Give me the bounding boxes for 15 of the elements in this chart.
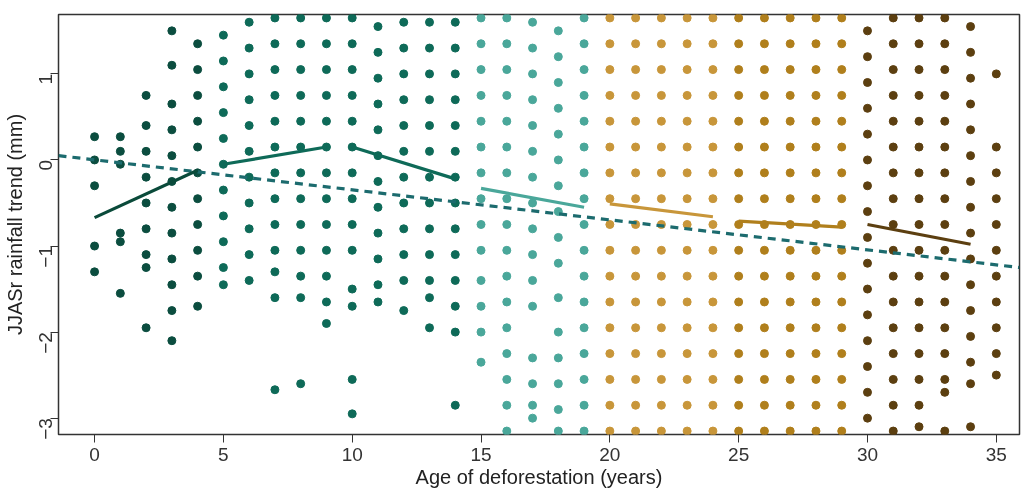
x-tick-label: 20 [599, 443, 621, 465]
y-tick-label: 1 [35, 73, 56, 85]
x-tick-label: 15 [470, 443, 492, 465]
x-tick-label: 0 [89, 443, 100, 465]
y-tick-label: −1 [35, 246, 56, 268]
y-axis-title: JJASr rainfall trend (mm) [3, 113, 26, 336]
x-axis-title: Age of deforestation (years) [415, 465, 663, 488]
y-tick-label: −3 [35, 418, 56, 440]
x-tick-label: 35 [985, 443, 1007, 465]
x-tick-label: 5 [218, 443, 229, 465]
y-tick-label: −2 [35, 332, 56, 354]
y-tick-label: 0 [35, 159, 56, 171]
x-tick-label: 10 [341, 443, 363, 465]
x-tick-label: 25 [728, 443, 750, 465]
x-tick-label: 30 [856, 443, 879, 465]
